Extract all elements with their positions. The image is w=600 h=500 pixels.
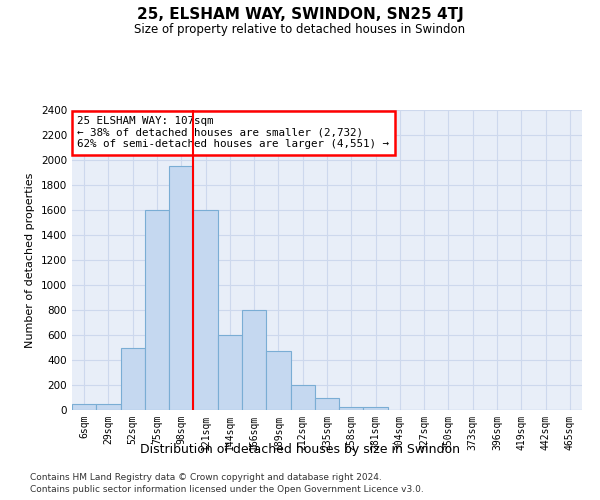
Text: 25, ELSHAM WAY, SWINDON, SN25 4TJ: 25, ELSHAM WAY, SWINDON, SN25 4TJ: [137, 8, 463, 22]
Bar: [193, 210, 218, 410]
Bar: [364, 407, 388, 410]
Bar: [169, 166, 193, 410]
Bar: [315, 398, 339, 410]
Bar: [339, 407, 364, 410]
Bar: [218, 335, 242, 410]
Bar: [290, 385, 315, 410]
Bar: [242, 310, 266, 410]
Bar: [72, 404, 96, 410]
Bar: [145, 210, 169, 410]
Bar: [266, 350, 290, 410]
Text: 25 ELSHAM WAY: 107sqm
← 38% of detached houses are smaller (2,732)
62% of semi-d: 25 ELSHAM WAY: 107sqm ← 38% of detached …: [77, 116, 389, 149]
Text: Contains HM Land Registry data © Crown copyright and database right 2024.: Contains HM Land Registry data © Crown c…: [30, 472, 382, 482]
Bar: [121, 348, 145, 410]
Y-axis label: Number of detached properties: Number of detached properties: [25, 172, 35, 348]
Text: Distribution of detached houses by size in Swindon: Distribution of detached houses by size …: [140, 442, 460, 456]
Text: Size of property relative to detached houses in Swindon: Size of property relative to detached ho…: [134, 22, 466, 36]
Text: Contains public sector information licensed under the Open Government Licence v3: Contains public sector information licen…: [30, 485, 424, 494]
Bar: [96, 404, 121, 410]
